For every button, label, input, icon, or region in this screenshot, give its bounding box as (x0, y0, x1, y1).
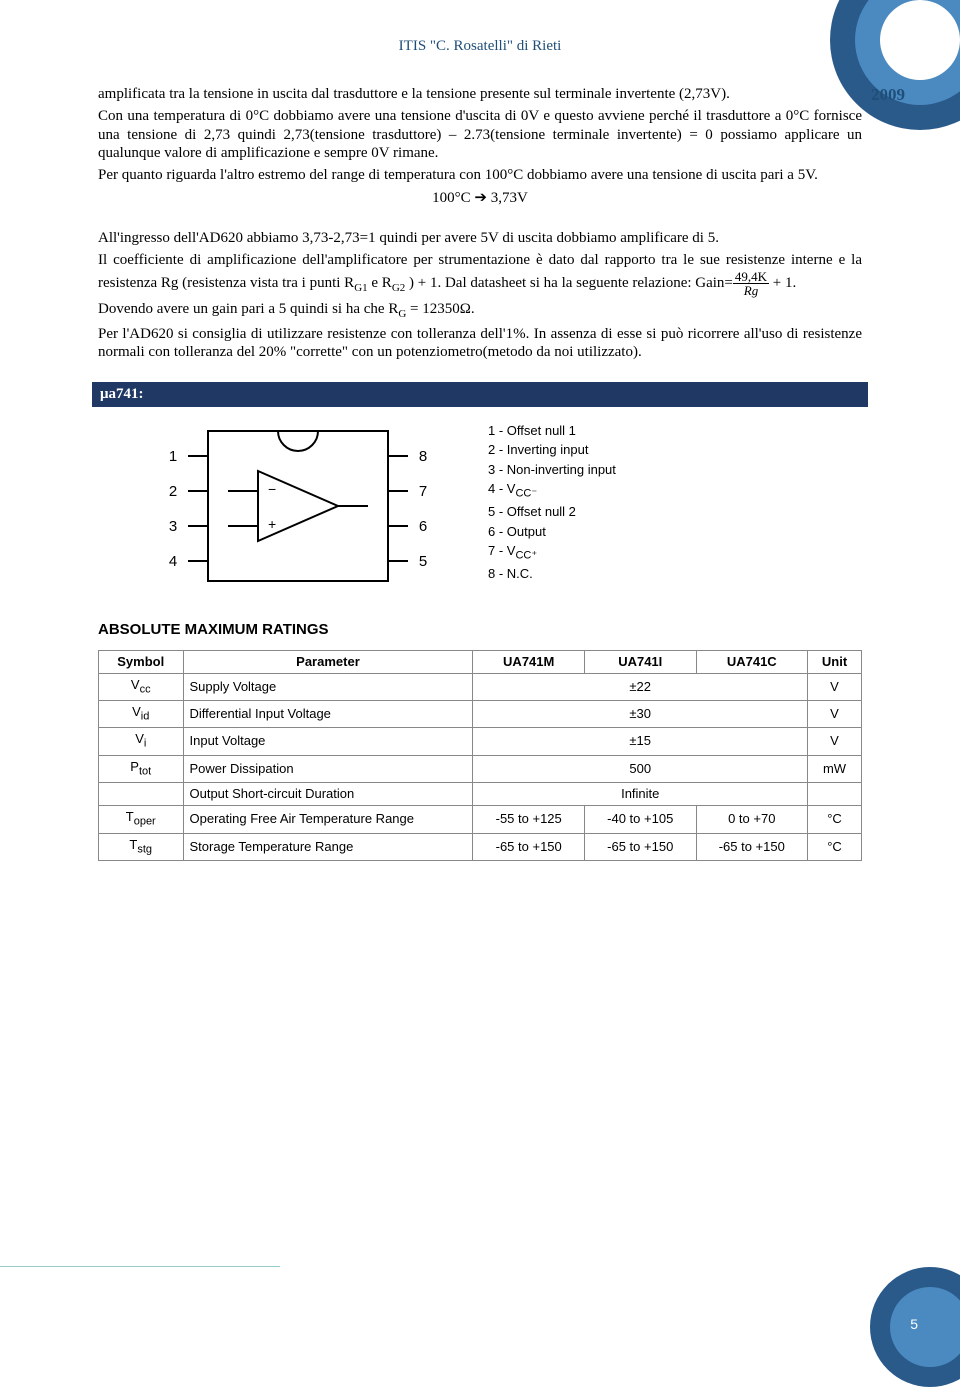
table-row: ViInput Voltage±15V (99, 728, 862, 755)
paragraph: Per l'AD620 si consiglia di utilizzare r… (98, 325, 862, 363)
paragraph: amplificata tra la tensione in uscita da… (98, 85, 862, 104)
table-row: Output Short-circuit DurationInfinite (99, 783, 862, 806)
svg-text:6: 6 (419, 518, 427, 535)
table-row: PtotPower Dissipation500mW (99, 755, 862, 782)
ratings-title: ABSOLUTE MAXIMUM RATINGS (98, 621, 862, 640)
table-row: VidDifferential Input Voltage±30V (99, 701, 862, 728)
svg-text:7: 7 (419, 483, 427, 500)
svg-text:5: 5 (419, 553, 427, 570)
table-row: TstgStorage Temperature Range-65 to +150… (99, 833, 862, 860)
legend-row: 8 - N.C. (488, 564, 616, 584)
corner-decoration (820, 0, 960, 140)
legend-row: 7 - VCC⁺ (488, 541, 616, 564)
svg-text:3: 3 (169, 518, 177, 535)
svg-text:+: + (268, 516, 276, 532)
svg-text:8: 8 (419, 448, 427, 465)
legend-row: 4 - VCC⁻ (488, 479, 616, 502)
svg-text:2: 2 (169, 483, 177, 500)
paragraph: Per quanto riguarda l'altro estremo del … (98, 166, 862, 185)
table-header-row: Symbol Parameter UA741M UA741I UA741C Un… (99, 650, 862, 673)
header-title: ITIS "C. Rosatelli" di Rieti (0, 0, 960, 55)
legend-row: 6 - Output (488, 522, 616, 542)
year-label: 2009 (871, 85, 905, 105)
legend-row: 3 - Non-inverting input (488, 460, 616, 480)
table-row: ToperOperating Free Air Temperature Rang… (99, 806, 862, 833)
pinout-diagram: 1 2 3 4 8 7 6 5 − + 1 - Offset null 1 2 … (148, 421, 862, 591)
footer-line (0, 1266, 280, 1267)
th-parameter: Parameter (183, 650, 473, 673)
legend-row: 5 - Offset null 2 (488, 502, 616, 522)
page-number: 5 (910, 1316, 918, 1332)
ratings-table: Symbol Parameter UA741M UA741I UA741C Un… (98, 650, 862, 862)
paragraph: Dovendo avere un gain pari a 5 quindi si… (98, 300, 862, 322)
th-unit: Unit (808, 650, 862, 673)
th-i: UA741I (584, 650, 696, 673)
section-heading: μa741: (92, 382, 868, 407)
paragraph: Il coefficiente di amplificazione dell'a… (98, 251, 862, 297)
ic-pinout-svg: 1 2 3 4 8 7 6 5 − + (148, 421, 448, 591)
svg-text:1: 1 (169, 448, 177, 465)
svg-text:4: 4 (169, 553, 177, 570)
table-row: VccSupply Voltage±22V (99, 673, 862, 700)
th-m: UA741M (473, 650, 585, 673)
paragraph: Con una temperatura di 0°C dobbiamo aver… (98, 107, 862, 163)
svg-text:−: − (268, 481, 276, 497)
paragraph: All'ingresso dell'AD620 abbiamo 3,73-2,7… (98, 229, 862, 248)
pin-legend: 1 - Offset null 1 2 - Inverting input 3 … (488, 421, 616, 591)
legend-row: 2 - Inverting input (488, 440, 616, 460)
th-c: UA741C (696, 650, 808, 673)
legend-row: 1 - Offset null 1 (488, 421, 616, 441)
th-symbol: Symbol (99, 650, 184, 673)
equation-line: 100°C ➔ 3,73V (98, 189, 862, 208)
main-content: amplificata tra la tensione in uscita da… (0, 55, 960, 861)
